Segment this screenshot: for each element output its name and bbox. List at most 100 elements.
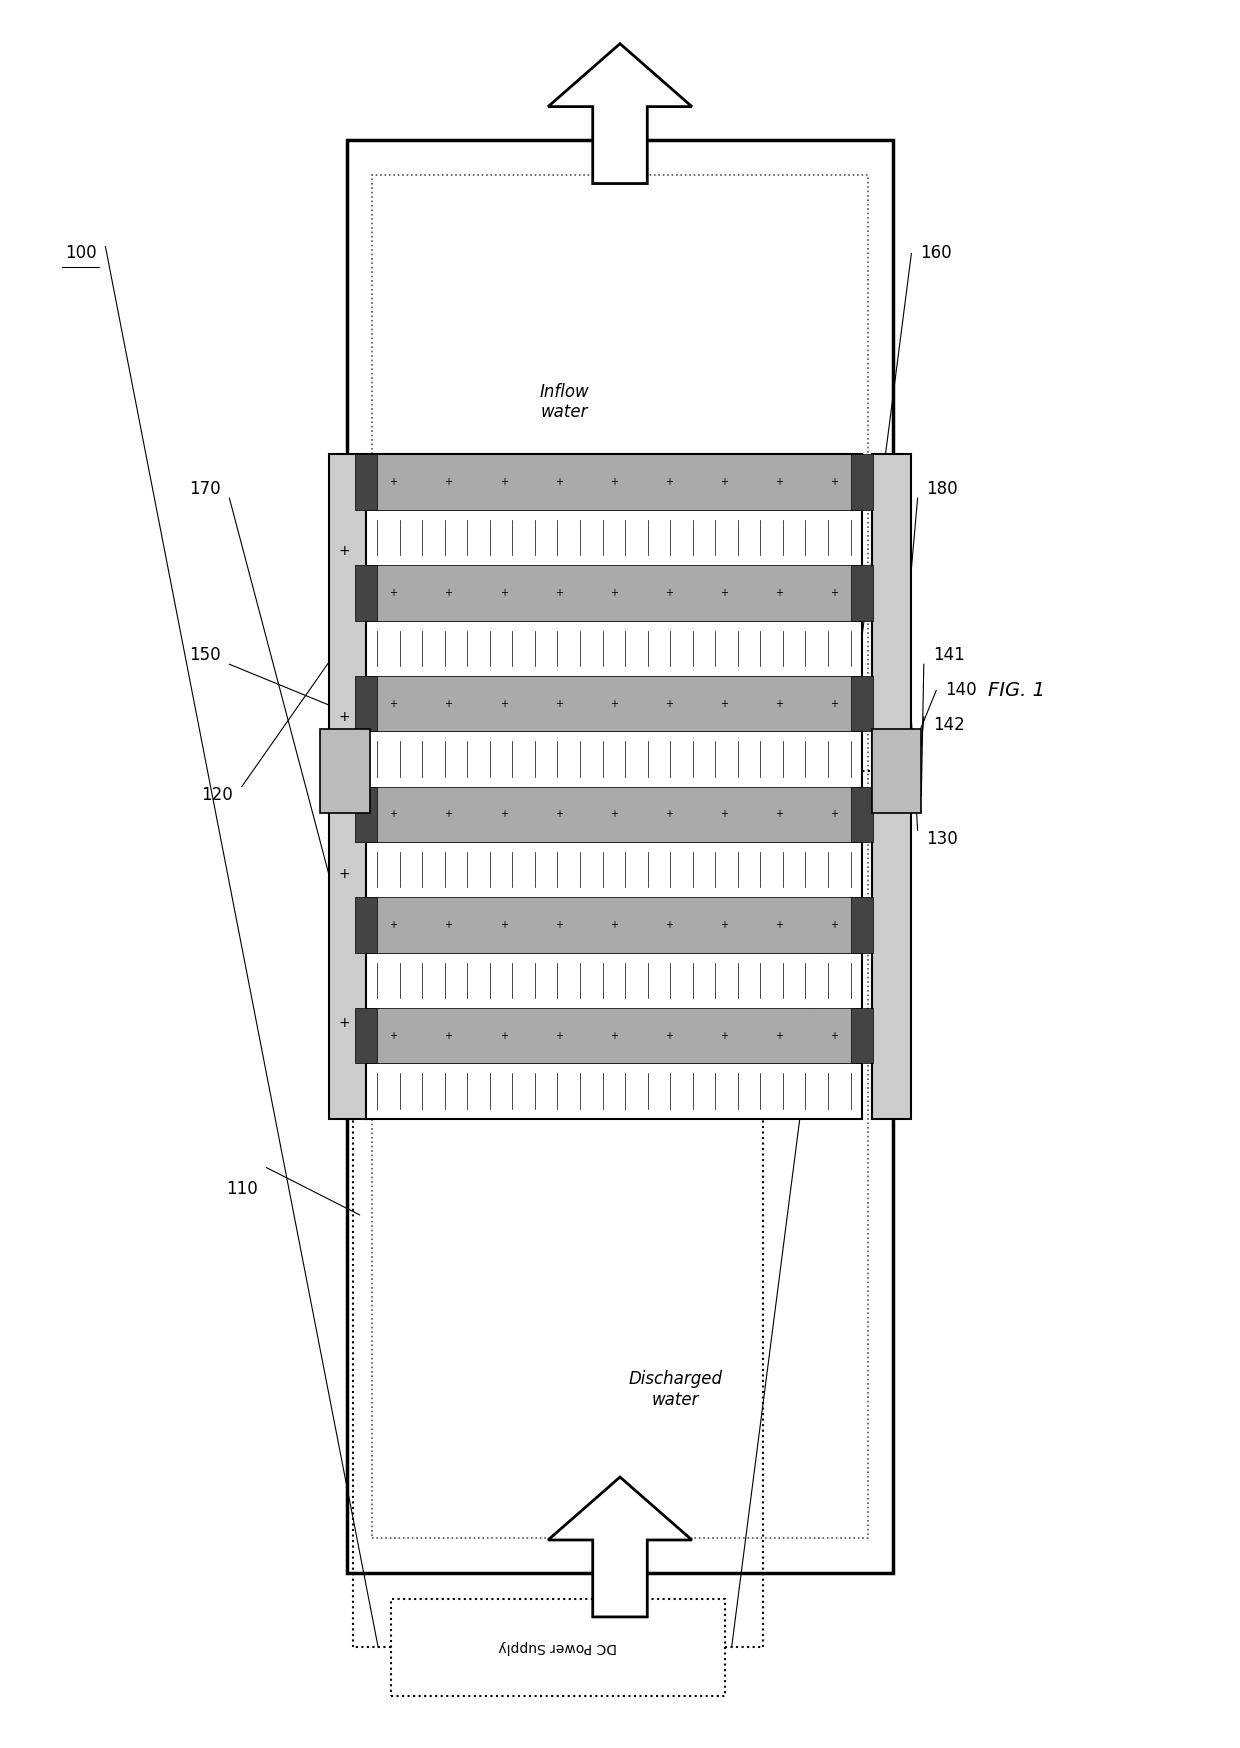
Text: +: + — [554, 809, 563, 820]
Text: +: + — [444, 587, 453, 598]
Bar — [366, 510, 862, 565]
Text: Inflow
water: Inflow water — [539, 383, 589, 421]
Bar — [355, 676, 377, 731]
Text: +: + — [389, 699, 397, 708]
Text: +: + — [500, 477, 507, 488]
Bar — [355, 565, 377, 621]
Text: +: + — [665, 809, 673, 820]
Text: +: + — [339, 1016, 351, 1030]
Bar — [366, 454, 862, 510]
Text: +: + — [339, 710, 351, 724]
Bar — [355, 454, 377, 510]
Bar — [366, 843, 862, 897]
Text: +: + — [389, 477, 397, 488]
Text: +: + — [831, 919, 838, 930]
Bar — [872, 729, 921, 813]
Text: 140: 140 — [945, 682, 977, 699]
Bar — [355, 1009, 377, 1063]
Text: +: + — [831, 699, 838, 708]
Text: +: + — [775, 587, 784, 598]
Bar — [366, 621, 862, 676]
Bar — [851, 1009, 873, 1063]
Text: FIG. 1: FIG. 1 — [988, 682, 1045, 699]
Text: +: + — [500, 1031, 507, 1040]
Bar — [372, 175, 868, 1538]
Text: +: + — [500, 699, 507, 708]
Bar — [366, 676, 862, 731]
Text: +: + — [500, 587, 507, 598]
Text: +: + — [444, 809, 453, 820]
Bar — [851, 897, 873, 953]
Text: +: + — [720, 809, 728, 820]
Bar — [366, 565, 862, 621]
Bar — [366, 1009, 862, 1063]
Bar — [851, 454, 873, 510]
Text: Discharged
water: Discharged water — [629, 1370, 723, 1409]
Text: +: + — [610, 1031, 618, 1040]
Text: +: + — [665, 699, 673, 708]
Text: +: + — [444, 699, 453, 708]
Text: +: + — [389, 809, 397, 820]
Text: +: + — [389, 587, 397, 598]
Bar — [366, 787, 862, 843]
Text: +: + — [720, 587, 728, 598]
Text: +: + — [720, 477, 728, 488]
Text: +: + — [444, 919, 453, 930]
Polygon shape — [548, 44, 692, 184]
Bar — [851, 787, 873, 843]
Bar — [366, 1009, 862, 1063]
Text: +: + — [665, 477, 673, 488]
Text: 120: 120 — [201, 787, 233, 804]
Text: +: + — [665, 1031, 673, 1040]
Text: +: + — [389, 919, 397, 930]
Text: +: + — [500, 919, 507, 930]
Text: +: + — [554, 919, 563, 930]
Text: +: + — [831, 1031, 838, 1040]
Text: 150: 150 — [188, 647, 221, 664]
Bar — [366, 454, 862, 510]
Text: +: + — [831, 477, 838, 488]
Text: +: + — [610, 919, 618, 930]
Bar — [366, 897, 862, 953]
Text: +: + — [554, 699, 563, 708]
Text: +: + — [665, 587, 673, 598]
Text: +: + — [554, 477, 563, 488]
Text: +: + — [389, 1031, 397, 1040]
Text: +: + — [554, 1031, 563, 1040]
Bar — [366, 565, 862, 621]
Text: 142: 142 — [932, 717, 965, 734]
Text: +: + — [775, 699, 784, 708]
Text: +: + — [444, 477, 453, 488]
Bar — [366, 731, 862, 787]
Text: +: + — [720, 699, 728, 708]
Text: +: + — [775, 1031, 784, 1040]
Text: +: + — [665, 919, 673, 930]
Bar — [851, 565, 873, 621]
Text: +: + — [610, 699, 618, 708]
Bar — [391, 1599, 725, 1696]
Text: 110: 110 — [226, 1180, 258, 1197]
Text: +: + — [339, 867, 351, 881]
Text: 170: 170 — [188, 481, 221, 498]
Text: +: + — [610, 477, 618, 488]
Bar — [366, 953, 862, 1009]
Text: +: + — [775, 809, 784, 820]
Text: +: + — [831, 809, 838, 820]
Text: 130: 130 — [926, 830, 959, 848]
Text: 100: 100 — [64, 245, 97, 262]
Text: +: + — [831, 587, 838, 598]
Text: +: + — [339, 544, 351, 558]
Text: 160: 160 — [920, 245, 952, 262]
Text: +: + — [444, 1031, 453, 1040]
Text: +: + — [720, 1031, 728, 1040]
Bar — [355, 897, 377, 953]
Text: +: + — [610, 587, 618, 598]
Text: 180: 180 — [926, 481, 959, 498]
Bar — [347, 140, 893, 1573]
Text: +: + — [610, 809, 618, 820]
Bar — [366, 897, 862, 953]
Polygon shape — [548, 1477, 692, 1617]
Bar — [366, 676, 862, 731]
Bar — [851, 676, 873, 731]
Bar — [366, 787, 862, 843]
